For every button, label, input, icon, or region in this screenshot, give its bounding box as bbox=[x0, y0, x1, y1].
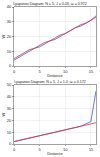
svg-text:5: 5 bbox=[39, 69, 42, 74]
svg-text:Lyapunov Diagram: N = 5, J = 0: Lyapunov Diagram: N = 5, J = 0.03, ω = 0… bbox=[13, 2, 87, 6]
svg-text:15: 15 bbox=[89, 69, 94, 74]
svg-text:0: 0 bbox=[13, 69, 16, 74]
svg-text:5: 5 bbox=[39, 147, 42, 152]
svg-text:10: 10 bbox=[7, 130, 12, 135]
svg-text:15: 15 bbox=[89, 147, 94, 152]
svg-text:40: 40 bbox=[7, 4, 12, 9]
svg-text:0: 0 bbox=[9, 63, 12, 68]
svg-text:20: 20 bbox=[7, 34, 12, 39]
svg-text:Distance: Distance bbox=[47, 73, 63, 78]
svg-text:W: W bbox=[1, 112, 6, 116]
svg-text:40: 40 bbox=[7, 94, 12, 99]
svg-text:20: 20 bbox=[7, 118, 12, 123]
svg-text:50: 50 bbox=[7, 82, 12, 87]
svg-text:10: 10 bbox=[63, 147, 68, 152]
svg-text:30: 30 bbox=[7, 106, 12, 111]
svg-text:0: 0 bbox=[13, 147, 16, 152]
svg-text:W: W bbox=[1, 34, 6, 38]
svg-text:30: 30 bbox=[7, 19, 12, 24]
svg-text:10: 10 bbox=[7, 49, 12, 54]
svg-text:0: 0 bbox=[9, 141, 12, 146]
svg-text:10: 10 bbox=[63, 69, 68, 74]
svg-text:Distance: Distance bbox=[47, 151, 63, 156]
svg-text:Lyapunov Diagram: N = 5, J = 1: Lyapunov Diagram: N = 5, J = 1.0, ω = 0.… bbox=[14, 80, 86, 84]
